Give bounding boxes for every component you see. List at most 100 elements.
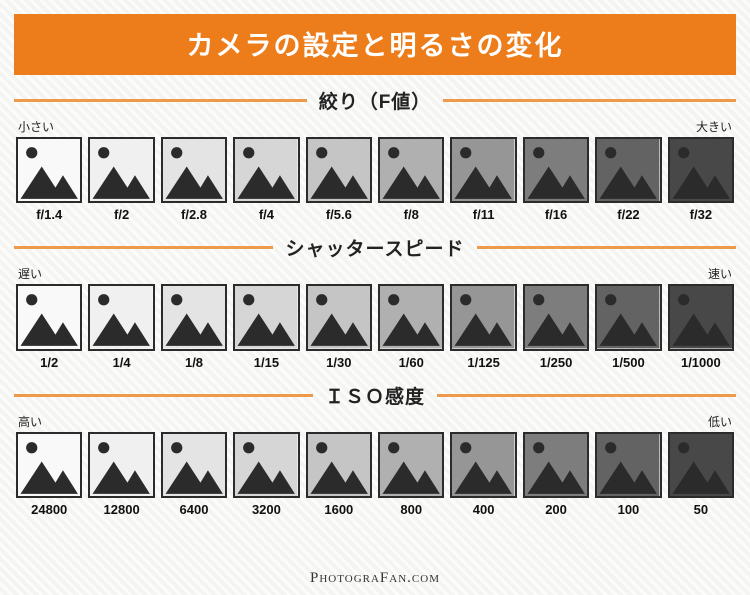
thumbnail-cell: 400 (450, 432, 516, 517)
thumbnail-cell: f/2 (88, 137, 154, 222)
thumbnail-row: 1/2 1/4 1/8 1/15 1/30 1/60 1/125 1/250 1… (14, 284, 736, 369)
thumbnail-row: 24800 12800 6400 3200 1600 800 400 200 1… (14, 432, 736, 517)
thumbnail-value: f/5.6 (326, 207, 352, 222)
thumbnail-value: 1/60 (399, 355, 424, 370)
scale-left-label: 遅い (18, 265, 42, 282)
thumbnail-cell: 1/2 (16, 284, 82, 369)
brightness-thumb-icon (306, 284, 372, 350)
thumbnail-cell: 100 (595, 432, 661, 517)
thumbnail-cell: f/32 (668, 137, 734, 222)
brightness-thumb-icon (523, 284, 589, 350)
thumbnail-value: 1/2 (40, 355, 58, 370)
section-heading: 絞り（F値） (319, 87, 432, 114)
thumbnail-value: f/4 (259, 207, 274, 222)
brightness-thumb-icon (523, 432, 589, 498)
thumbnail-value: f/8 (404, 207, 419, 222)
thumbnail-value: f/1.4 (36, 207, 62, 222)
scale-left-label: 小さい (18, 118, 54, 135)
thumbnail-cell: 1600 (306, 432, 372, 517)
thumbnail-cell: 1/4 (88, 284, 154, 369)
thumbnail-value: 100 (618, 502, 640, 517)
brightness-thumb-icon (88, 137, 154, 203)
thumbnail-cell: f/4 (233, 137, 299, 222)
brightness-thumb-icon (668, 284, 734, 350)
brightness-thumb-icon (378, 284, 444, 350)
thumbnail-value: 24800 (31, 502, 67, 517)
brightness-thumb-icon (595, 137, 661, 203)
thumbnail-value: 1600 (324, 502, 353, 517)
section-heading: シャッタースピード (285, 234, 464, 261)
thumbnail-cell: 1/60 (378, 284, 444, 369)
brightness-thumb-icon (306, 137, 372, 203)
thumbnail-value: 6400 (180, 502, 209, 517)
header-rule-left (14, 99, 307, 102)
thumbnail-value: 12800 (104, 502, 140, 517)
thumbnail-cell: 1/125 (450, 284, 516, 369)
scale-right-label: 速い (708, 265, 732, 282)
brightness-thumb-icon (450, 432, 516, 498)
scale-left-label: 高い (18, 413, 42, 430)
section: 絞り（F値） 小さい 大きい f/1.4 f/2 f/2.8 f/4 f/5.6… (14, 87, 736, 222)
thumbnail-cell: 1/30 (306, 284, 372, 369)
header-rule-right (437, 394, 736, 397)
brightness-thumb-icon (450, 137, 516, 203)
thumbnail-value: 1/4 (113, 355, 131, 370)
scale-right-label: 低い (708, 413, 732, 430)
thumbnail-value: 800 (400, 502, 422, 517)
thumbnail-cell: 1/15 (233, 284, 299, 369)
thumbnail-value: 1/250 (540, 355, 573, 370)
thumbnail-cell: f/11 (450, 137, 516, 222)
brightness-thumb-icon (668, 432, 734, 498)
thumbnail-cell: 24800 (16, 432, 82, 517)
thumbnail-value: f/32 (690, 207, 712, 222)
header-rule-right (443, 99, 736, 102)
thumbnail-value: 1/125 (467, 355, 500, 370)
thumbnail-cell: 800 (378, 432, 444, 517)
brightness-thumb-icon (16, 284, 82, 350)
thumbnail-cell: f/5.6 (306, 137, 372, 222)
thumbnail-value: 1/1000 (681, 355, 721, 370)
thumbnail-cell: 1/500 (595, 284, 661, 369)
credit-text: PhotograFan.com (310, 570, 440, 586)
header-rule-right (477, 246, 736, 249)
credit-line: PhotograFan.com (0, 570, 750, 587)
thumbnail-cell: f/22 (595, 137, 661, 222)
brightness-thumb-icon (88, 284, 154, 350)
thumbnail-cell: 6400 (161, 432, 227, 517)
brightness-thumb-icon (88, 432, 154, 498)
thumbnail-value: f/2.8 (181, 207, 207, 222)
thumbnail-value: f/2 (114, 207, 129, 222)
thumbnail-cell: 3200 (233, 432, 299, 517)
brightness-thumb-icon (378, 137, 444, 203)
brightness-thumb-icon (523, 137, 589, 203)
thumbnail-value: 3200 (252, 502, 281, 517)
thumbnail-cell: f/2.8 (161, 137, 227, 222)
brightness-thumb-icon (595, 432, 661, 498)
brightness-thumb-icon (668, 137, 734, 203)
header-rule-left (14, 246, 273, 249)
scale-endlabels: 遅い 速い (14, 265, 736, 284)
section-header: 絞り（F値） (14, 87, 736, 114)
thumbnail-value: f/11 (473, 207, 495, 222)
thumbnail-value: 200 (545, 502, 567, 517)
thumbnail-value: 1/500 (612, 355, 645, 370)
thumbnail-row: f/1.4 f/2 f/2.8 f/4 f/5.6 f/8 f/11 f/16 … (14, 137, 736, 222)
section-heading: ＩＳＯ感度 (325, 382, 425, 409)
brightness-thumb-icon (161, 137, 227, 203)
thumbnail-value: 1/15 (254, 355, 279, 370)
thumbnail-cell: f/1.4 (16, 137, 82, 222)
header-rule-left (14, 394, 313, 397)
brightness-thumb-icon (233, 137, 299, 203)
section: ＩＳＯ感度 高い 低い 24800 12800 6400 3200 1600 8… (14, 382, 736, 517)
brightness-thumb-icon (233, 284, 299, 350)
thumbnail-value: 1/8 (185, 355, 203, 370)
thumbnail-cell: f/8 (378, 137, 444, 222)
thumbnail-cell: f/16 (523, 137, 589, 222)
thumbnail-cell: 1/8 (161, 284, 227, 369)
brightness-thumb-icon (233, 432, 299, 498)
section: シャッタースピード 遅い 速い 1/2 1/4 1/8 1/15 1/30 1/… (14, 234, 736, 369)
thumbnail-value: 50 (694, 502, 708, 517)
scale-endlabels: 小さい 大きい (14, 118, 736, 137)
brightness-thumb-icon (16, 137, 82, 203)
thumbnail-value: f/22 (617, 207, 639, 222)
